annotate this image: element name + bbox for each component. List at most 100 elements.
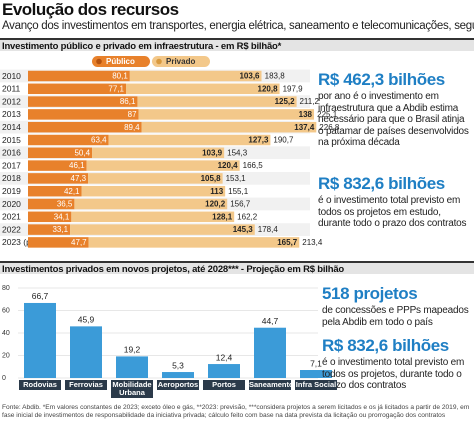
bar-segment [28,147,93,159]
y-tick-label: 2019 [2,186,21,196]
data-label: 86,1 [120,97,136,106]
legend-label: Privado [166,57,195,66]
legend-swatch [92,56,150,67]
total-label: 153,1 [226,174,247,183]
y-tick-label: 40 [2,330,10,337]
highlight-text: por ano é o investimento em infraestrutu… [318,91,469,148]
data-label: 33,1 [52,225,68,234]
y-tick-label: 20 [2,352,10,359]
legend-item: Privado [152,56,210,67]
bar-segment [28,160,87,171]
data-label: 36,5 [57,200,73,209]
bar-segment [28,96,138,107]
bar-segment [28,109,139,120]
bar-segment [28,121,142,133]
bar-segment [86,160,240,171]
legend-label: Público [106,57,135,66]
bar [208,364,240,378]
y-tick-label: 2012 [2,96,21,106]
bar-segment [28,70,130,82]
y-tick-label: 2011 [2,84,21,94]
bar-segment [28,83,127,95]
total-label: 166,5 [243,161,264,170]
data-label: 63,4 [91,136,107,145]
legend-dot [96,58,102,65]
x-tick-label: Ferrovias [65,380,107,390]
total-label: 162,2 [237,212,258,221]
section-header: Investimentos privados em novos projetos… [0,261,474,275]
bar-segment [71,211,235,223]
bar-segment [28,211,72,223]
bar-segment [28,224,71,235]
total-label: 154,3 [227,148,248,157]
data-label: 137,4 [294,123,315,132]
y-tick-label: 2015 [2,135,21,145]
bar [300,370,332,378]
data-label: 120,2 [205,200,226,209]
data-label: 125,2 [275,97,296,106]
data-label: 50,4 [74,148,90,157]
bar-segment [141,121,317,133]
x-tick-label: Mobilidade Urbana [111,380,153,398]
x-tick-label: Infra Social [295,380,337,390]
y-tick-label: 2023 (p)** [2,237,41,247]
data-label: 46,1 [69,161,85,170]
bar [24,302,56,378]
y-tick-label: 2010 [2,71,21,81]
data-label: 105,8 [201,174,222,183]
highlight-text: é o investimento total previsto em todos… [322,357,465,391]
bar-segment [28,237,89,248]
highlight-figure: R$ 462,3 bilhões [318,70,445,89]
y-tick-label: 2020 [2,199,21,209]
legend-swatch [152,56,210,67]
data-label: 165,7 [277,238,298,247]
y-tick-label: 2021 [2,212,21,222]
x-tick-label: Aeroportos [157,380,199,390]
bar-segment [88,237,300,248]
data-label: 42,1 [64,187,80,196]
total-label: 213,4 [302,238,323,247]
data-label: 19,2 [124,345,141,355]
bar-segment [92,147,225,159]
data-label: 66,7 [32,291,49,301]
bar-segment [70,224,255,235]
data-label: 47,3 [71,174,87,183]
data-label: 127,3 [248,136,269,145]
bar-segment [126,83,280,95]
data-label: 44,7 [262,316,279,326]
y-tick-label: 60 [2,307,10,314]
highlight-figure: 518 projetos [322,284,418,303]
bar-segment [138,109,315,120]
x-tick-label: Rodovias [19,380,61,390]
data-label: 145,3 [233,225,254,234]
data-label: 77,1 [108,84,124,93]
y-tick-label: 0 [2,375,6,382]
data-label: 89,4 [124,123,140,132]
total-label: 190,7 [273,136,294,145]
bar-segment [129,70,262,82]
data-label: 120,4 [218,161,239,170]
data-label: 128,1 [212,212,233,221]
y-tick-label: 80 [2,285,10,292]
bar [70,326,102,378]
data-label: 113 [210,187,223,196]
bar-segment [28,173,89,184]
bar-segment [81,185,226,197]
y-tick-label: 2013 [2,109,21,119]
highlight-figure: R$ 832,6 bilhões [322,336,449,355]
data-label: 45,9 [78,315,95,325]
bar-segment [28,185,82,197]
highlight-text: de concessões e PPPs mapeados pela Abdib… [322,305,469,328]
y-tick-label: 2014 [2,122,21,132]
y-tick-label: 2017 [2,160,21,170]
y-tick-label: 2016 [2,148,21,158]
page-title: Evolução dos recursos [2,0,179,19]
data-label: 47,7 [71,238,87,247]
y-tick-label: 2022 [2,224,21,234]
total-label: 226,8 [319,123,340,132]
total-label: 211,2 [299,97,319,106]
bar [116,356,148,378]
data-label: 34,1 [54,212,70,221]
total-label: 225,1 [317,110,338,119]
